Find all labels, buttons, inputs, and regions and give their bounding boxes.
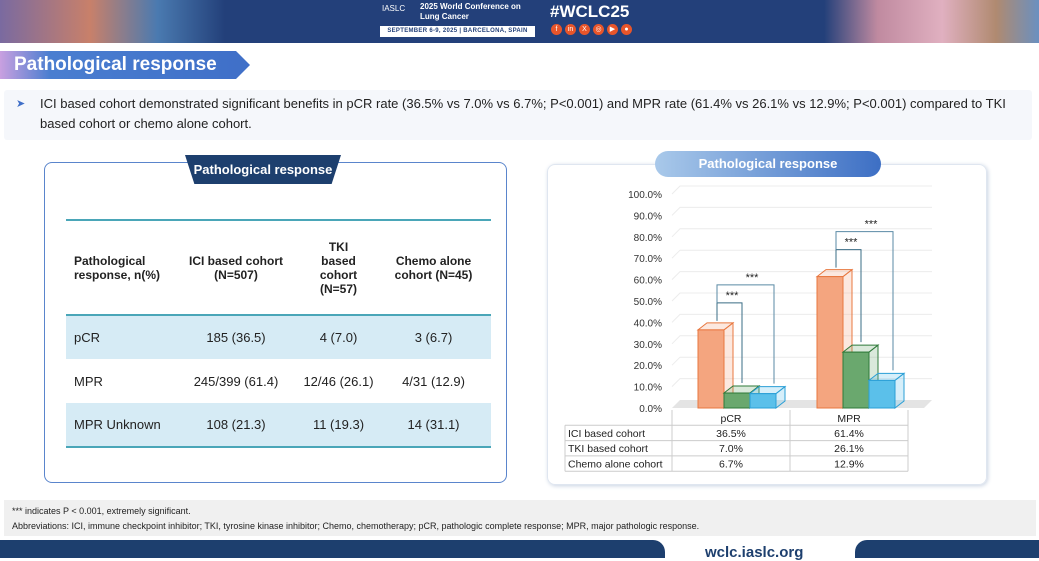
significance-label: *** [746,272,760,284]
social-icons: f in X ◎ ▶ ● [551,24,632,35]
gridline [671,313,932,323]
cell: 3 (6.7) [376,315,491,359]
barcelona-photo-right [824,0,1039,43]
hashtag: #WCLC25 [550,2,630,21]
data-label: 12.9% [834,458,864,470]
cell: 12/46 (26.1) [303,373,374,389]
facebook-icon[interactable]: f [551,24,562,35]
linkedin-icon[interactable]: in [565,24,576,35]
pathological-response-table: Pathological response, n(%) ICI based co… [66,219,491,448]
table-row: MPR Unknown 108 (21.3) 11 (19.3) 14 (31.… [66,403,491,448]
date-location: SEPTEMBER 6-9, 2025 | BARCELONA, SPAIN [380,26,535,37]
y-tick-label: 40.0% [634,318,662,329]
gridline [671,335,932,345]
y-tick-label: 10.0% [634,383,662,394]
arrow-bullet-icon: ➤ [16,98,26,110]
y-tick-label: 70.0% [634,254,662,265]
bar-MPR-2 [868,379,896,409]
footer-bar-right [855,540,1039,558]
gridline [671,228,932,238]
bar-MPR-1 [842,351,870,409]
x-icon[interactable]: X [579,24,590,35]
cell: MPR [74,373,103,389]
data-label: 6.7% [719,458,743,470]
significance-bracket [716,302,743,384]
instagram-icon[interactable]: ◎ [593,24,604,35]
gridline [671,249,932,259]
category-label: pCR [720,413,741,425]
significance-note: *** indicates P < 0.001, extremely signi… [12,506,191,516]
key-finding: ➤ ICI based cohort demonstrated signific… [4,90,1032,140]
conference-name: 2025 World Conference on Lung Cancer [420,2,521,21]
gridline [671,185,932,195]
cell: 4/31 (12.9) [402,373,465,389]
category-label: MPR [837,413,861,425]
cell: 185 (36.5) [171,315,301,359]
wechat-icon[interactable]: ● [621,24,632,35]
table-row: MPR 245/399 (61.4) 12/46 (26.1) 4/31 (12… [66,359,491,403]
significance-label: *** [865,219,879,231]
conference-banner: IASLC 2025 World Conference on Lung Canc… [0,0,1039,43]
y-tick-label: 60.0% [634,276,662,287]
footnote: *** indicates P < 0.001, extremely signi… [4,500,1036,536]
y-tick-label: 30.0% [634,340,662,351]
significance-label: *** [845,237,859,249]
org-name: IASLC [382,4,406,13]
y-tick-label: 0.0% [639,404,662,415]
data-label: 61.4% [834,428,864,440]
gridline [671,206,932,216]
significance-label: *** [726,290,740,302]
table-panel-title: Pathological response [185,155,341,184]
bar-pCR-2 [749,393,777,409]
header-cell: Chemo alone cohort (N=45) [376,219,491,316]
bar-pCR-0 [697,329,725,409]
legend-entry: TKI based cohort [568,443,648,455]
cell: 14 (31.1) [376,403,491,448]
conference-logo: IASLC 2025 World Conference on Lung Canc… [380,1,540,41]
footer-bar [0,540,665,558]
key-finding-text: ICI based cohort demonstrated significan… [40,96,1006,131]
data-label: 26.1% [834,443,864,455]
barcelona-photo-left [0,0,225,43]
cell: 245/399 (61.4) [193,373,279,389]
gridline [671,292,932,302]
bar-MPR-0 [816,276,844,409]
y-tick-label: 50.0% [634,297,662,308]
y-tick-label: 100.0% [628,190,662,201]
cell: 11 (19.3) [301,403,376,448]
gridline [671,271,932,280]
header-cell: TKI based cohort (N=57) [301,219,376,316]
cell: MPR Unknown [66,403,171,448]
table-row: pCR 185 (36.5) 4 (7.0) 3 (6.7) [66,315,491,359]
data-label: 7.0% [719,443,743,455]
y-tick-label: 90.0% [634,211,662,222]
header-cell: Pathological response, n(%) [66,219,171,316]
bar-pCR-1 [723,392,751,409]
significance-bracket [835,231,894,371]
cell: 4 (7.0) [301,315,376,359]
website-link[interactable]: wclc.iaslc.org [705,544,804,561]
header-cell: ICI based cohort (N=507) [171,219,301,316]
data-label: 36.5% [716,428,746,440]
significance-bracket [835,249,862,343]
chart-panel-title: Pathological response [655,151,881,177]
y-tick-label: 20.0% [634,361,662,372]
youtube-icon[interactable]: ▶ [607,24,618,35]
legend-entry: Chemo alone cohort [568,458,663,470]
section-title: Pathological response [0,51,250,79]
significance-bracket [716,284,775,384]
cell: pCR [66,315,171,359]
abbreviations-note: Abbreviations: ICI, immune checkpoint in… [12,521,700,531]
cell: 108 (21.3) [171,403,301,448]
y-tick-label: 80.0% [634,233,662,244]
legend-entry: ICI based cohort [568,428,645,440]
